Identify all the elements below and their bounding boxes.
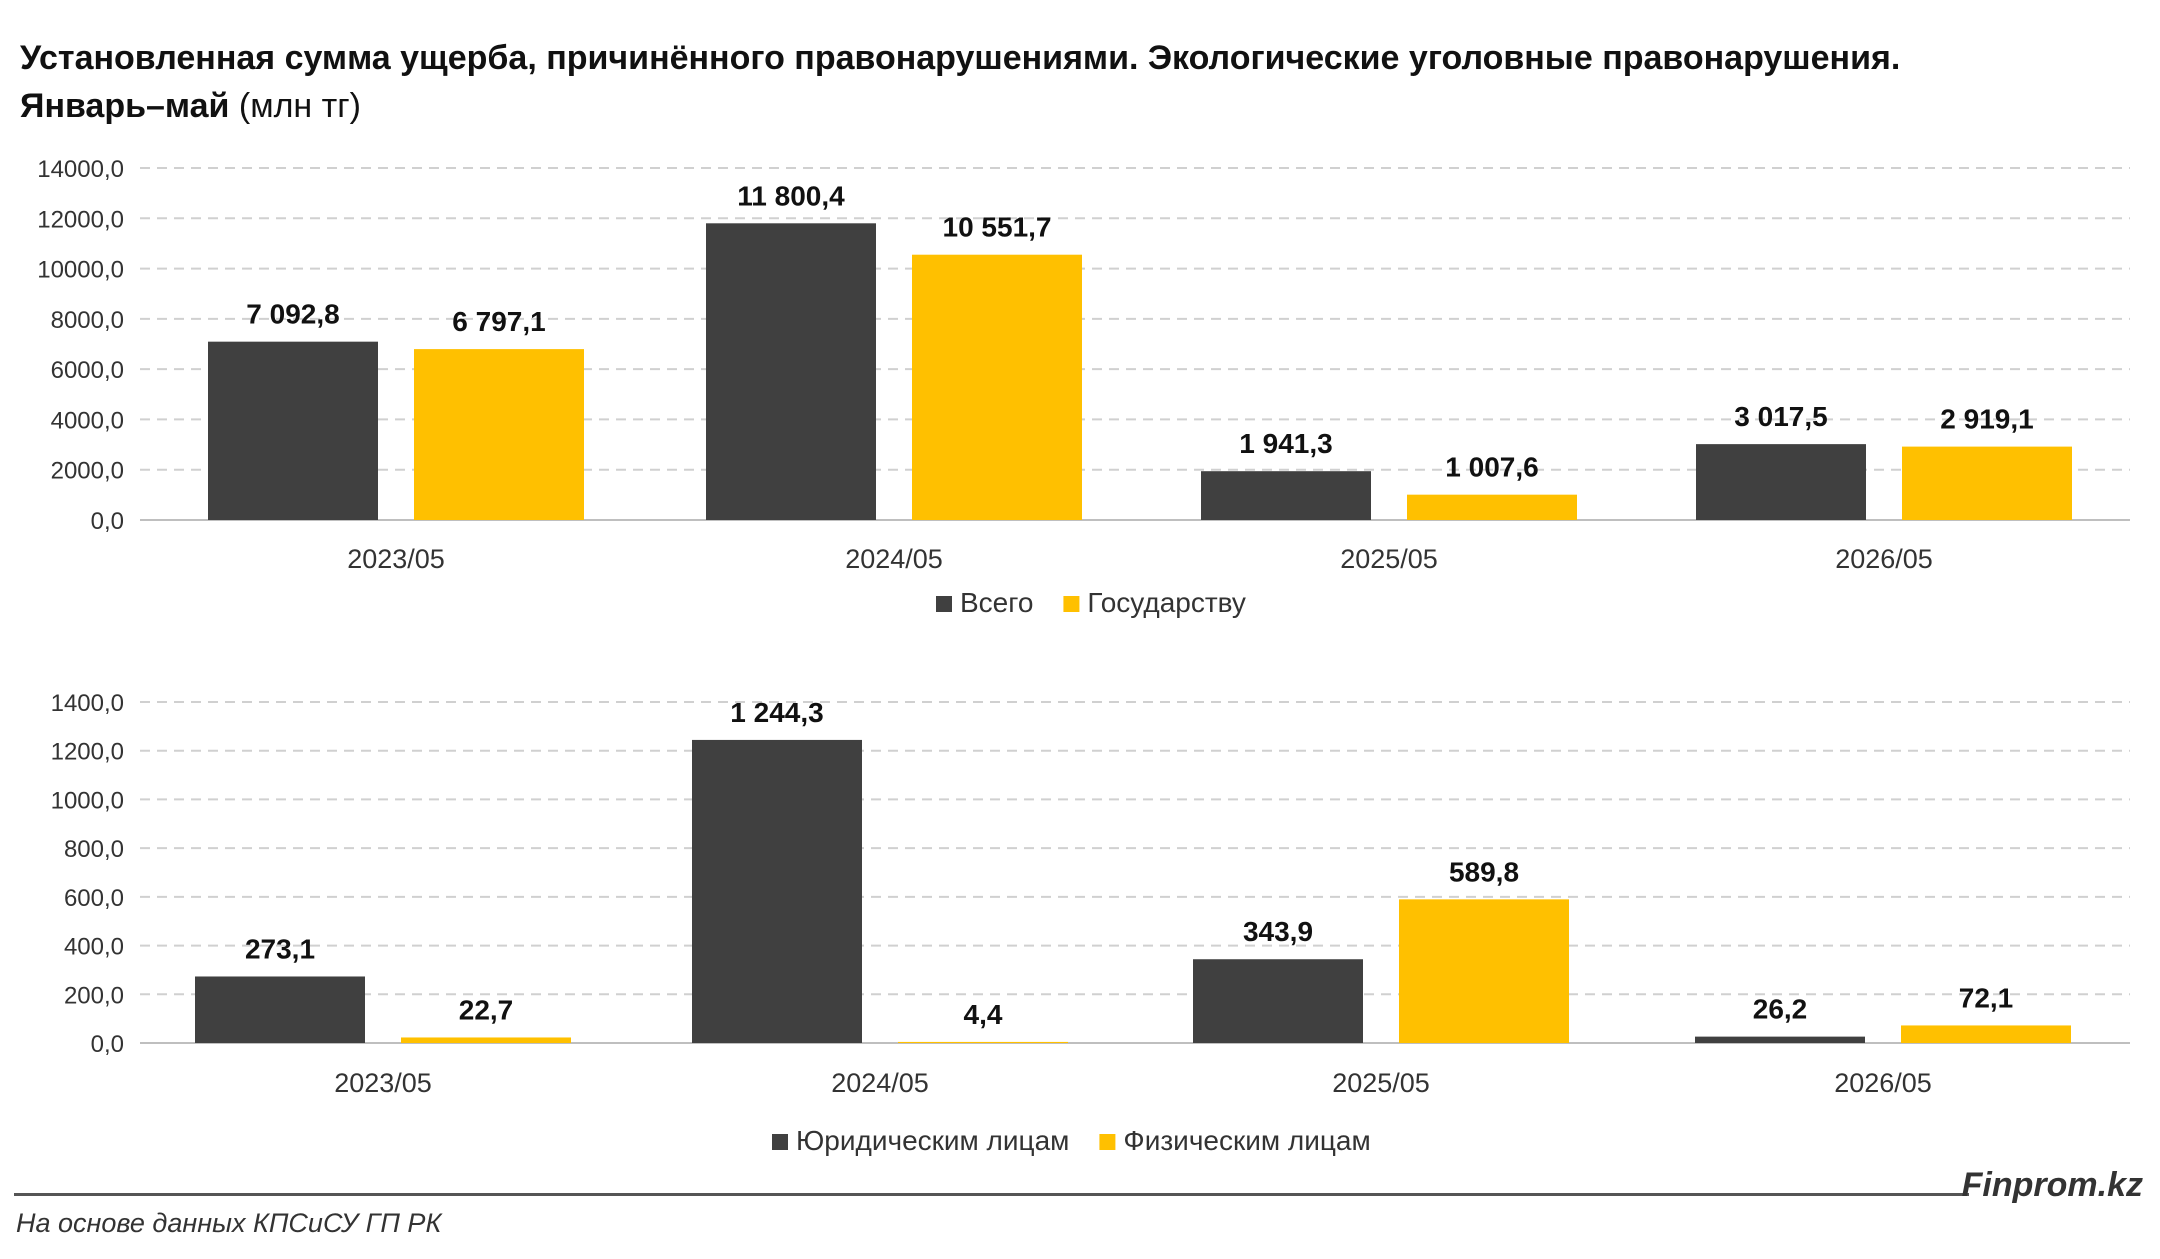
category-label: 2025/05 <box>1332 1068 1430 1098</box>
title-line-1: Установленная сумма ущерба, причинённого… <box>20 39 1901 77</box>
title-period: Январь–май <box>20 87 230 125</box>
bar <box>1696 444 1866 520</box>
data-label: 273,1 <box>245 933 315 964</box>
data-label: 1 007,6 <box>1445 452 1538 483</box>
legend-label: Юридическим лицам <box>796 1125 1069 1156</box>
legend-label: Государству <box>1087 587 1246 618</box>
y-tick-label: 6000,0 <box>51 357 124 384</box>
y-tick-label: 1000,0 <box>51 787 124 814</box>
bar <box>1902 446 2072 520</box>
y-tick-label: 600,0 <box>64 885 124 912</box>
legend-label: Всего <box>960 587 1033 618</box>
data-label: 72,1 <box>1959 982 2014 1013</box>
category-label: 2025/05 <box>1340 544 1438 574</box>
data-label: 7 092,8 <box>246 299 339 330</box>
data-label: 343,9 <box>1243 916 1313 947</box>
data-label: 4,4 <box>964 999 1003 1030</box>
chart-total-vs-state: 0,0 2000,0 4000,0 6000,0 8000,0 10000,0 12000,… <box>37 156 2130 618</box>
y-tick-label: 800,0 <box>64 836 124 863</box>
title-unit: (млн тг) <box>229 87 361 125</box>
bar <box>401 1037 571 1043</box>
legend-label: Физическим лицам <box>1123 1125 1370 1156</box>
category-label: 2024/05 <box>831 1068 929 1098</box>
data-label: 3 017,5 <box>1734 401 1827 432</box>
bar <box>414 349 584 520</box>
bar <box>692 739 862 1043</box>
y-tick-label: 4000,0 <box>51 407 124 434</box>
bar <box>1201 471 1371 520</box>
y-tick-label: 400,0 <box>64 934 124 961</box>
category-label: 2026/05 <box>1834 1068 1932 1098</box>
brand-logo-text: Finprom.kz <box>1961 1166 2143 1204</box>
y-tick-label: 1400,0 <box>51 690 124 717</box>
bar <box>706 223 876 520</box>
y-tick-label: 1200,0 <box>51 739 124 766</box>
chart-title: Установленная сумма ущерба, причинённого… <box>20 34 2120 130</box>
legend-swatch <box>1063 596 1080 612</box>
category-label: 2024/05 <box>845 544 943 574</box>
y-tick-label: 0,0 <box>91 1031 124 1058</box>
bar <box>1407 494 1577 520</box>
bar <box>1193 959 1363 1043</box>
bar <box>1695 1036 1865 1043</box>
data-label: 2 919,1 <box>1940 404 2033 435</box>
chart-legal-vs-individual: 0,0 200,0 400,0 600,0 800,0 1000,0 1200,0 1400,… <box>51 690 2130 1156</box>
category-label: 2023/05 <box>334 1068 432 1098</box>
y-tick-label: 14000,0 <box>37 156 124 183</box>
title-line-2: Январь–май (млн тг) <box>20 82 2120 130</box>
legend-swatch <box>772 1134 788 1150</box>
data-label: 589,8 <box>1449 856 1519 887</box>
data-label: 10 551,7 <box>943 212 1052 243</box>
bar <box>912 254 1082 520</box>
source-note: На основе данных КПСиСУ ГП РК <box>16 1208 442 1238</box>
y-tick-label: 0,0 <box>91 508 124 535</box>
data-label: 6 797,1 <box>452 306 545 337</box>
y-tick-label: 10000,0 <box>37 257 124 284</box>
bar <box>195 976 365 1043</box>
y-tick-label: 12000,0 <box>37 206 124 233</box>
footer-divider <box>14 1193 1969 1196</box>
category-label: 2023/05 <box>347 544 445 574</box>
data-label: 26,2 <box>1753 994 1808 1025</box>
legend-swatch <box>936 596 952 612</box>
data-label: 11 800,4 <box>737 180 845 211</box>
y-tick-label: 200,0 <box>64 982 124 1009</box>
data-label: 1 244,3 <box>730 697 823 728</box>
data-label: 1 941,3 <box>1239 428 1332 459</box>
category-label: 2026/05 <box>1835 544 1933 574</box>
data-label: 22,7 <box>459 994 514 1025</box>
bar <box>1399 899 1569 1043</box>
bar <box>208 341 378 520</box>
legend-swatch <box>1099 1134 1116 1150</box>
bar <box>1901 1025 2071 1043</box>
y-tick-label: 8000,0 <box>51 307 124 334</box>
y-tick-label: 2000,0 <box>51 458 124 485</box>
bar <box>898 1041 1068 1043</box>
